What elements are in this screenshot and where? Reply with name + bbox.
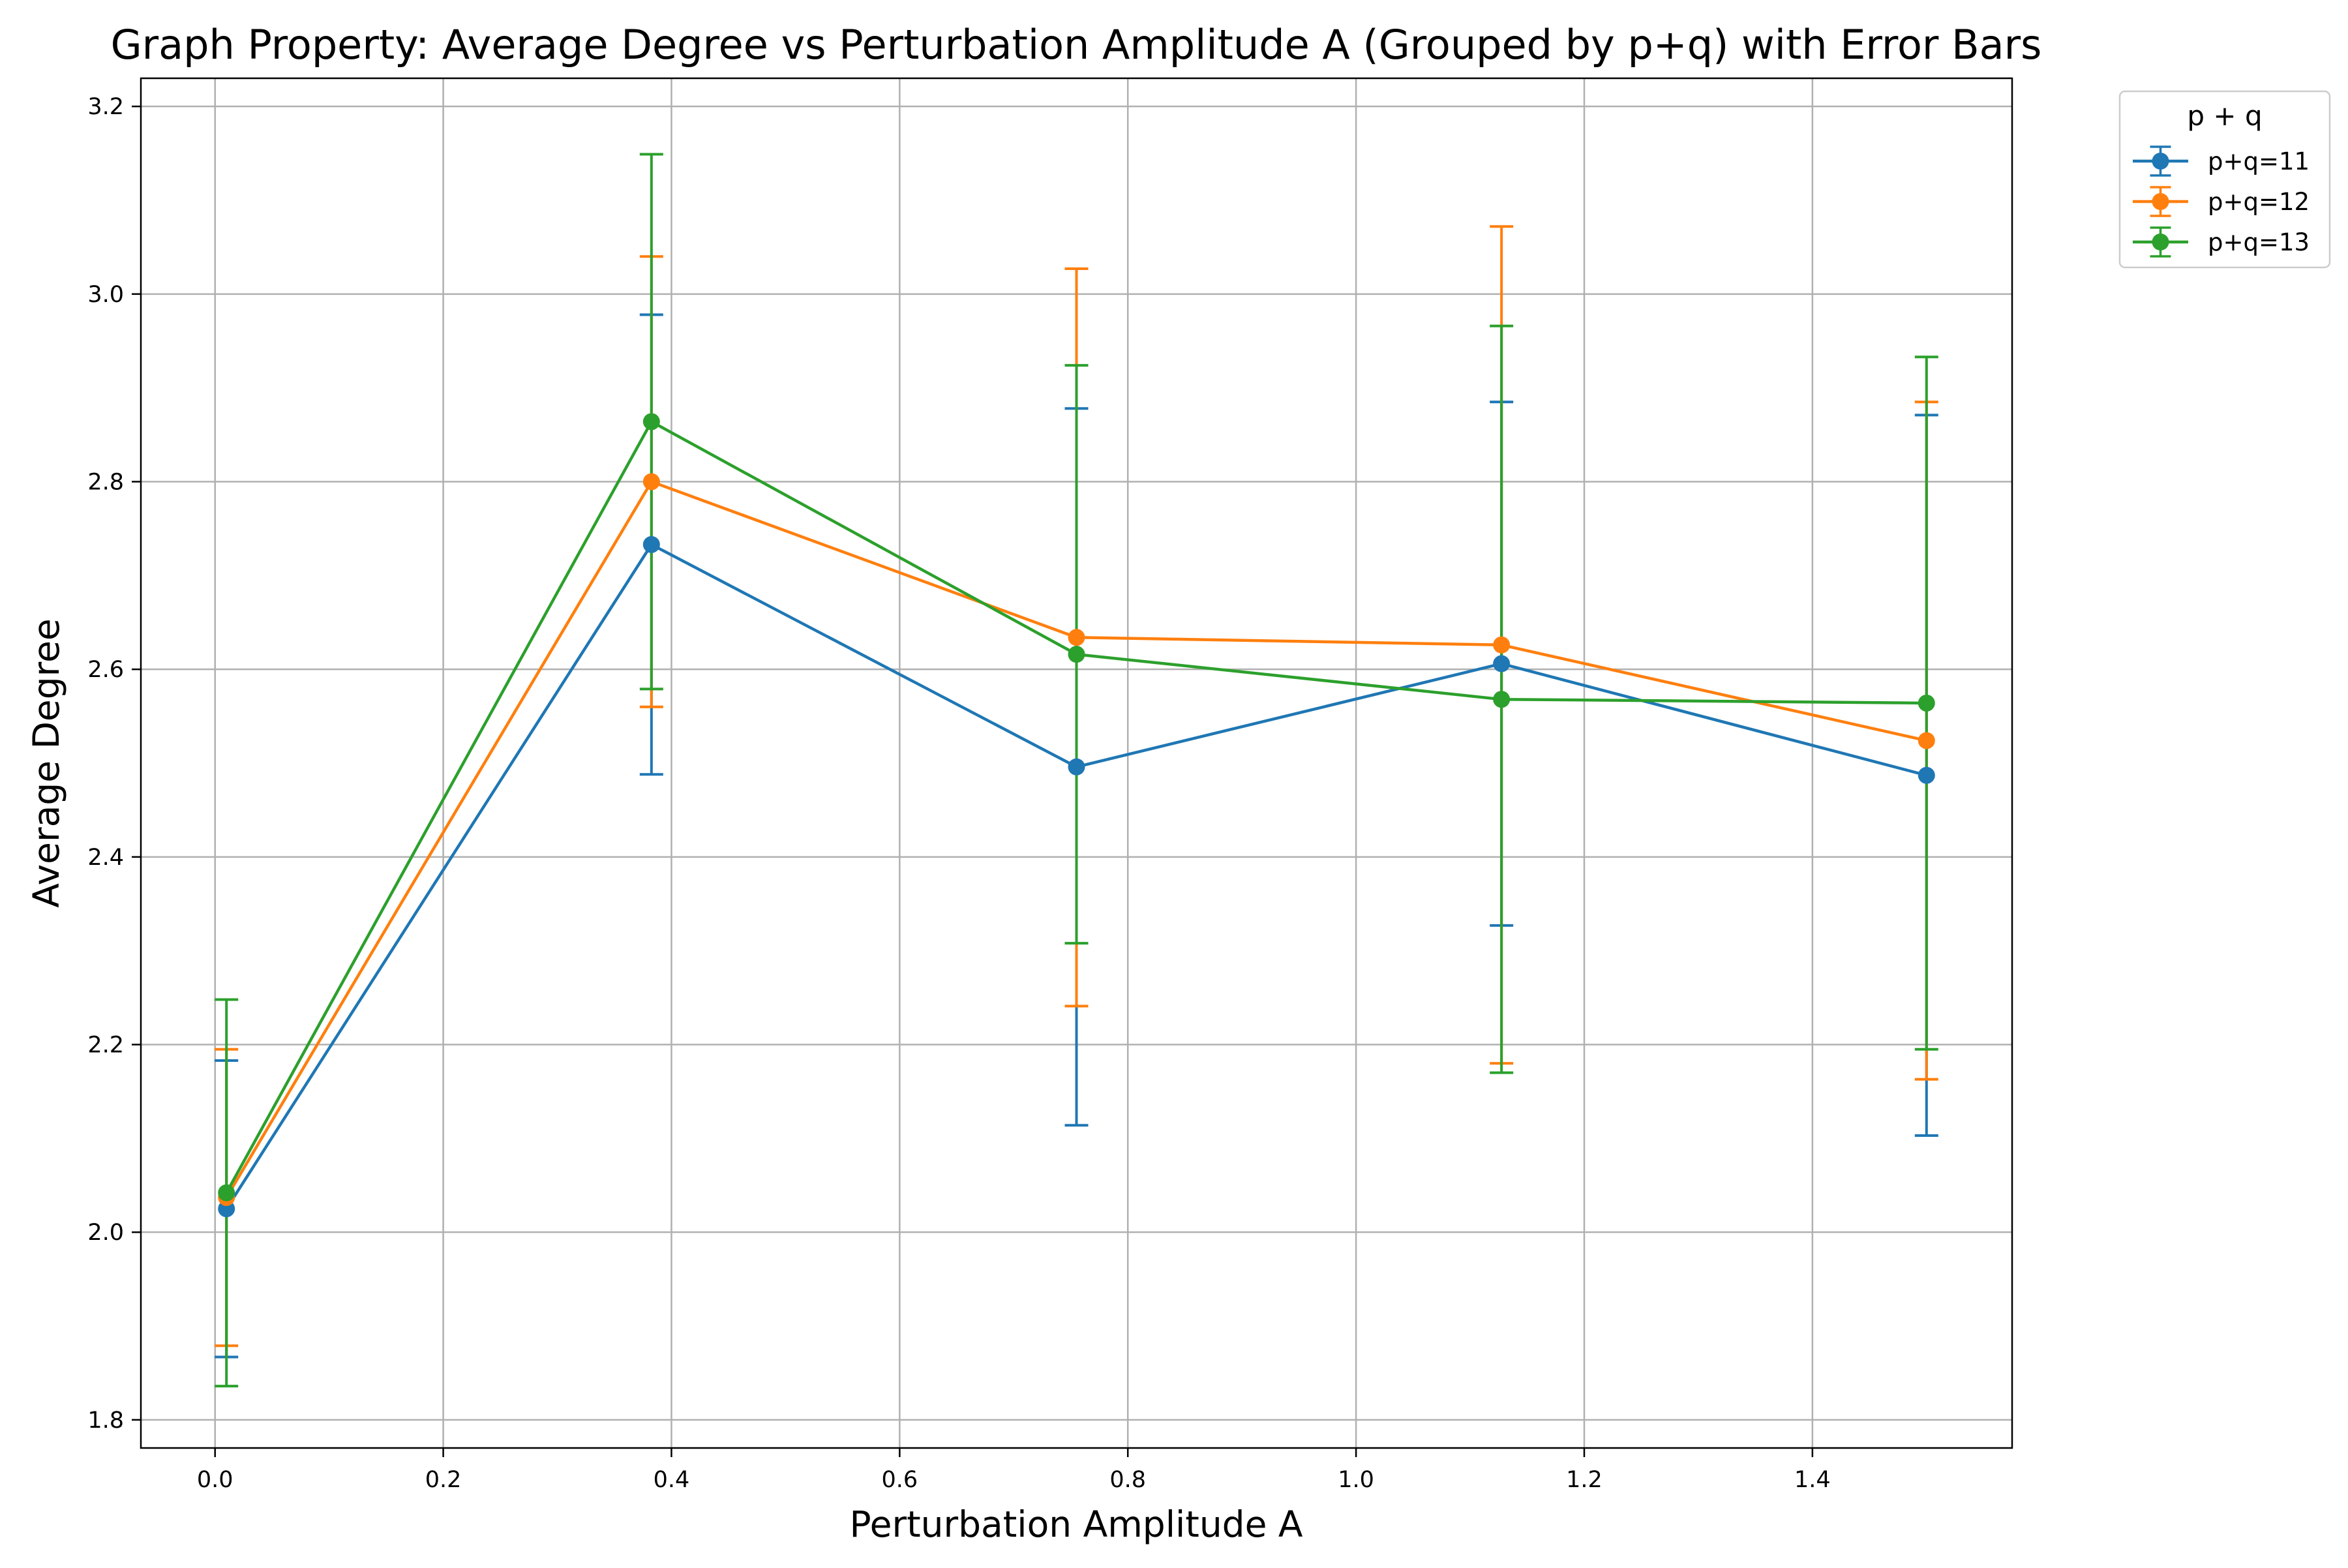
data-point	[1068, 646, 1085, 663]
y-tick-label: 2.6	[87, 657, 124, 683]
y-tick-label: 1.8	[87, 1408, 124, 1434]
legend-swatch-marker	[2152, 234, 2169, 250]
data-point	[1493, 655, 1511, 672]
x-tick-label: 1.4	[1794, 1467, 1831, 1493]
x-tick-label: 0.8	[1109, 1467, 1146, 1493]
data-point	[642, 413, 660, 430]
chart-title: Graph Property: Average Degree vs Pertur…	[111, 21, 2042, 68]
data-point	[1493, 636, 1511, 654]
data-point	[1493, 691, 1511, 708]
y-tick-label: 3.0	[87, 282, 124, 308]
data-point	[1918, 732, 1935, 749]
y-tick-label: 2.0	[87, 1220, 124, 1246]
y-tick-label: 3.2	[87, 94, 124, 120]
legend-entry-label: p+q=13	[2208, 228, 2310, 256]
x-tick-label: 0.4	[654, 1467, 690, 1493]
x-axis-label: Perturbation Amplitude A	[849, 1503, 1302, 1545]
x-tick-label: 1.2	[1566, 1467, 1603, 1493]
data-point	[1918, 766, 1935, 784]
x-tick-label: 0.2	[425, 1467, 462, 1493]
data-point	[218, 1184, 235, 1201]
legend-swatch-marker	[2152, 193, 2169, 210]
legend-entry-label: p+q=12	[2208, 188, 2310, 216]
tick-layer: 0.0 0.2 0.4 0.6 0.8 1.0 1.2 1.4 1.8 2.0 2.2 2.4 2.6 2…	[87, 94, 1830, 1493]
y-tick-label: 2.8	[87, 469, 124, 495]
data-point	[1068, 758, 1085, 776]
plot-frame	[140, 77, 2013, 1449]
x-tick-label: 1.0	[1338, 1467, 1374, 1493]
y-tick-label: 2.2	[87, 1033, 124, 1059]
data-point	[642, 535, 660, 553]
marker-layer	[218, 413, 1935, 1218]
data-point	[642, 473, 660, 490]
x-tick-label: 0.0	[197, 1467, 233, 1493]
legend-title: p + q	[2187, 100, 2262, 132]
data-point	[1068, 629, 1085, 646]
y-axis-label: Average Degree	[25, 618, 67, 908]
legend-swatch-marker	[2152, 153, 2169, 170]
data-point	[1918, 694, 1935, 712]
legend: p + q p+q=11 p+q=12 p+q=13	[2118, 90, 2331, 269]
legend-entry-label: p+q=11	[2208, 147, 2310, 175]
legend-box	[2118, 90, 2331, 269]
x-tick-label: 0.6	[882, 1467, 918, 1493]
y-tick-label: 2.4	[87, 845, 124, 871]
